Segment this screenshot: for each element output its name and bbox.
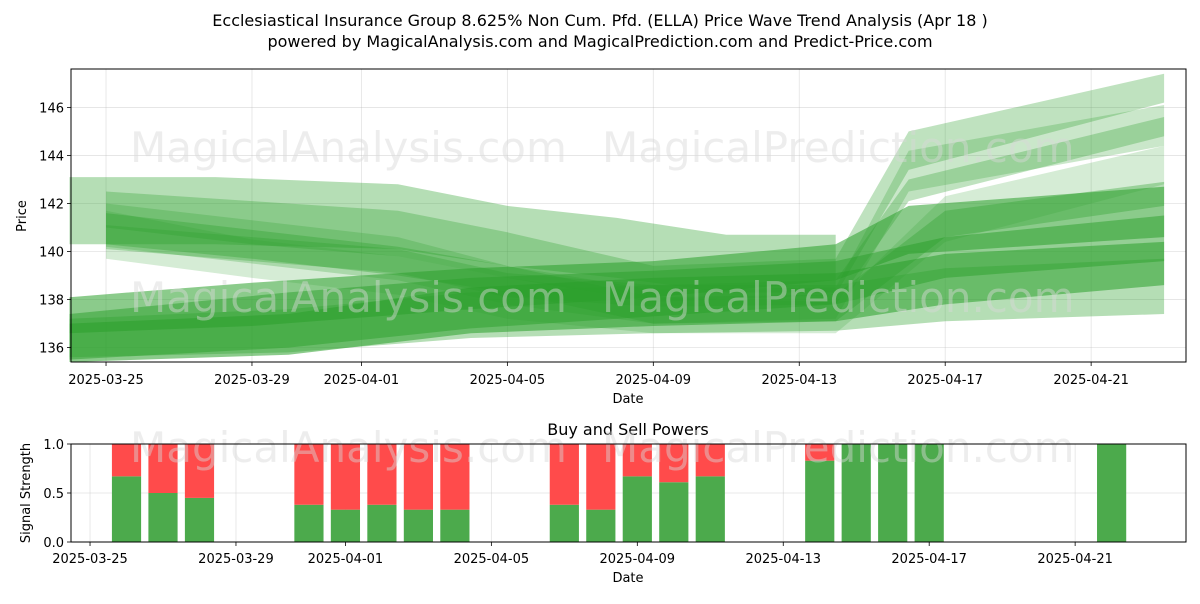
buy-power-bar bbox=[695, 476, 725, 542]
buy-power-bar bbox=[440, 509, 470, 542]
signal-x-tick-label: 2025-03-25 bbox=[52, 552, 128, 567]
signal-panel-title: Buy and Sell Powers bbox=[547, 420, 709, 439]
buy-power-bar bbox=[367, 504, 397, 542]
price-x-axis-label: Date bbox=[612, 392, 643, 407]
watermark-prediction-mid: MagicalPrediction.com bbox=[602, 273, 1075, 322]
sell-power-bar bbox=[111, 444, 142, 477]
price-wave-band-7 bbox=[106, 105, 1165, 324]
price-x-tick-label: 2025-04-21 bbox=[1053, 373, 1129, 388]
watermark-analysis-bottom: MagicalAnalysis.com bbox=[130, 423, 567, 472]
sell-power-bar bbox=[440, 444, 470, 510]
signal-y-ticks: 0.0 0.5 1.0 bbox=[43, 438, 71, 551]
watermark-prediction-bottom: MagicalPrediction.com bbox=[602, 423, 1075, 472]
price-wave-band-6 bbox=[106, 73, 1165, 302]
signal-x-tick-label: 2025-04-01 bbox=[308, 552, 384, 567]
price-x-tick-label: 2025-04-17 bbox=[907, 373, 983, 388]
price-wave-band-10 bbox=[106, 181, 1165, 324]
signal-panel: Buy and Sell Powers MagicalAnalysis.com … bbox=[19, 420, 1187, 586]
signal-y-tick-label: 0.0 bbox=[43, 536, 64, 551]
sell-power-bar bbox=[659, 444, 689, 483]
sell-power-bar bbox=[148, 444, 178, 493]
sell-power-bar bbox=[805, 444, 835, 461]
price-x-tick-label: 2025-03-25 bbox=[68, 373, 144, 388]
signal-x-ticks: 2025-03-25 2025-03-29 2025-04-01 2025-04-05… bbox=[52, 542, 1113, 567]
watermark-prediction-top: MagicalPrediction.com bbox=[602, 123, 1075, 172]
watermark-analysis-mid: MagicalAnalysis.com bbox=[130, 273, 567, 322]
buy-power-bar bbox=[549, 504, 579, 542]
price-y-tick-label: 146 bbox=[39, 101, 64, 116]
price-wave-bands bbox=[69, 73, 1165, 362]
sell-power-bar bbox=[367, 444, 397, 505]
buy-power-bar bbox=[111, 476, 142, 542]
signal-x-tick-label: 2025-04-13 bbox=[745, 552, 821, 567]
signal-bars bbox=[111, 444, 1127, 542]
price-y-axis-label: Price bbox=[15, 200, 30, 232]
price-x-tick-label: 2025-04-13 bbox=[761, 373, 837, 388]
sell-power-bar bbox=[549, 444, 579, 505]
price-wave-band-3 bbox=[69, 241, 1165, 362]
buy-power-bar bbox=[914, 444, 944, 542]
sell-power-bar bbox=[403, 444, 433, 510]
sell-power-bar bbox=[330, 444, 361, 510]
price-wave-band-4 bbox=[69, 258, 1165, 358]
price-y-tick-label: 144 bbox=[39, 149, 64, 164]
buy-power-bar bbox=[659, 482, 689, 542]
signal-y-axis-label: Signal Strength bbox=[19, 443, 34, 543]
buy-power-bar bbox=[148, 493, 178, 542]
price-y-tick-label: 142 bbox=[39, 197, 64, 212]
figure-title-line1: Ecclesiastical Insurance Group 8.625% No… bbox=[212, 11, 987, 30]
sell-power-bar bbox=[695, 444, 725, 477]
signal-x-tick-label: 2025-04-05 bbox=[454, 552, 530, 567]
buy-power-bar bbox=[878, 444, 908, 542]
price-x-tick-label: 2025-04-09 bbox=[616, 373, 692, 388]
sell-power-bar bbox=[294, 444, 324, 505]
signal-x-tick-label: 2025-04-17 bbox=[891, 552, 967, 567]
price-x-tick-label: 2025-03-29 bbox=[214, 373, 290, 388]
price-wave-band-9 bbox=[106, 117, 1165, 307]
price-y-tick-label: 140 bbox=[39, 246, 64, 261]
buy-power-bar bbox=[1097, 444, 1127, 542]
figure-title-line2: powered by MagicalAnalysis.com and Magic… bbox=[267, 32, 932, 51]
price-y-tick-label: 138 bbox=[39, 294, 64, 309]
signal-x-tick-label: 2025-03-29 bbox=[198, 552, 274, 567]
buy-power-bar bbox=[403, 509, 433, 542]
watermark-analysis-top: MagicalAnalysis.com bbox=[130, 123, 567, 172]
price-x-tick-label: 2025-04-05 bbox=[470, 373, 546, 388]
buy-power-bar bbox=[841, 444, 871, 542]
signal-x-tick-label: 2025-04-21 bbox=[1037, 552, 1113, 567]
signal-x-tick-label: 2025-04-09 bbox=[600, 552, 676, 567]
price-panel: MagicalAnalysis.com MagicalPrediction.co… bbox=[15, 68, 1187, 407]
buy-power-bar bbox=[184, 497, 215, 542]
buy-power-bar bbox=[805, 460, 835, 542]
signal-y-tick-label: 0.5 bbox=[43, 487, 64, 502]
buy-power-bar bbox=[622, 476, 652, 542]
price-y-ticks: 136 138 140 142 144 146 bbox=[39, 101, 71, 357]
price-y-tick-label: 136 bbox=[39, 342, 64, 357]
price-x-ticks: 2025-03-25 2025-03-29 2025-04-01 2025-04-05… bbox=[68, 362, 1129, 388]
sell-power-bar bbox=[622, 444, 652, 477]
buy-power-bar bbox=[330, 509, 361, 542]
price-wave-band-5 bbox=[69, 177, 836, 293]
price-x-tick-label: 2025-04-01 bbox=[324, 373, 400, 388]
sell-power-bar bbox=[586, 444, 616, 510]
signal-x-axis-label: Date bbox=[612, 571, 643, 586]
sell-power-bar bbox=[184, 444, 215, 498]
price-wave-band-8 bbox=[106, 145, 1165, 334]
buy-power-bar bbox=[294, 504, 324, 542]
buy-power-bar bbox=[586, 509, 616, 542]
signal-y-tick-label: 1.0 bbox=[43, 438, 64, 453]
price-plot-frame bbox=[70, 68, 1187, 363]
